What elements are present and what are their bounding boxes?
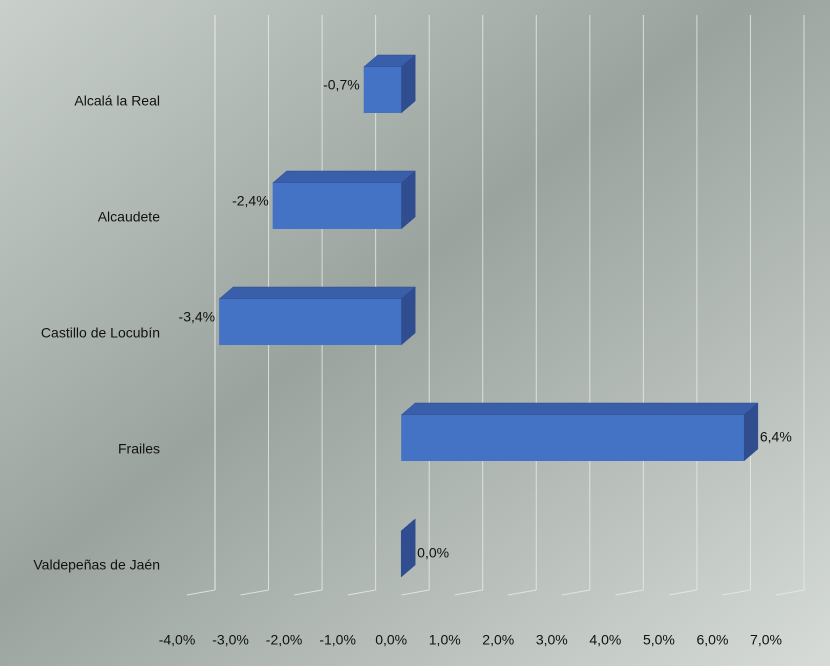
x-tick-label: 4,0% [589, 632, 621, 648]
y-tick-label: Alcalá la Real [74, 93, 160, 109]
floor-line [294, 589, 323, 596]
y-tick-label: Valdepeñas de Jaén [33, 557, 160, 573]
floor-line [401, 589, 430, 596]
floor-line [775, 589, 805, 596]
x-tick-label: 5,0% [643, 632, 675, 648]
floor-line [561, 589, 590, 596]
data-label: -3,4% [179, 309, 216, 325]
floor-line [615, 589, 644, 596]
bar-top [400, 402, 759, 416]
y-tick-label: Alcaudete [98, 209, 160, 225]
bar [401, 415, 744, 461]
bar [272, 183, 402, 229]
bar [219, 299, 402, 345]
y-tick-label: Frailes [118, 441, 160, 457]
x-tick-label: 2,0% [482, 632, 514, 648]
x-tick-label: 1,0% [429, 632, 461, 648]
bar-side [400, 518, 416, 578]
x-tick-label: 0,0% [375, 632, 407, 648]
bar-top [271, 170, 416, 184]
x-tick-label: -4,0% [159, 632, 196, 648]
floor-line [347, 589, 376, 596]
floor-line [508, 589, 537, 596]
x-tick-label: 3,0% [536, 632, 568, 648]
bar [363, 67, 402, 113]
floor-line [668, 589, 697, 596]
x-tick-label: 6,0% [696, 632, 728, 648]
floor-line [454, 589, 483, 596]
floor-line [186, 589, 216, 596]
x-tick-label: 7,0% [750, 632, 782, 648]
floor-line [240, 589, 269, 596]
floor-line [722, 589, 751, 596]
x-tick-label: -1,0% [319, 632, 356, 648]
x-tick-label: -2,0% [266, 632, 303, 648]
x-tick-label: -3,0% [212, 632, 249, 648]
data-label: 0,0% [417, 545, 449, 561]
y-tick-label: Castillo de Locubín [41, 325, 160, 341]
data-label: -2,4% [232, 193, 269, 209]
data-label: -0,7% [323, 77, 360, 93]
data-label: 6,4% [760, 429, 792, 445]
bar-top [218, 286, 416, 300]
